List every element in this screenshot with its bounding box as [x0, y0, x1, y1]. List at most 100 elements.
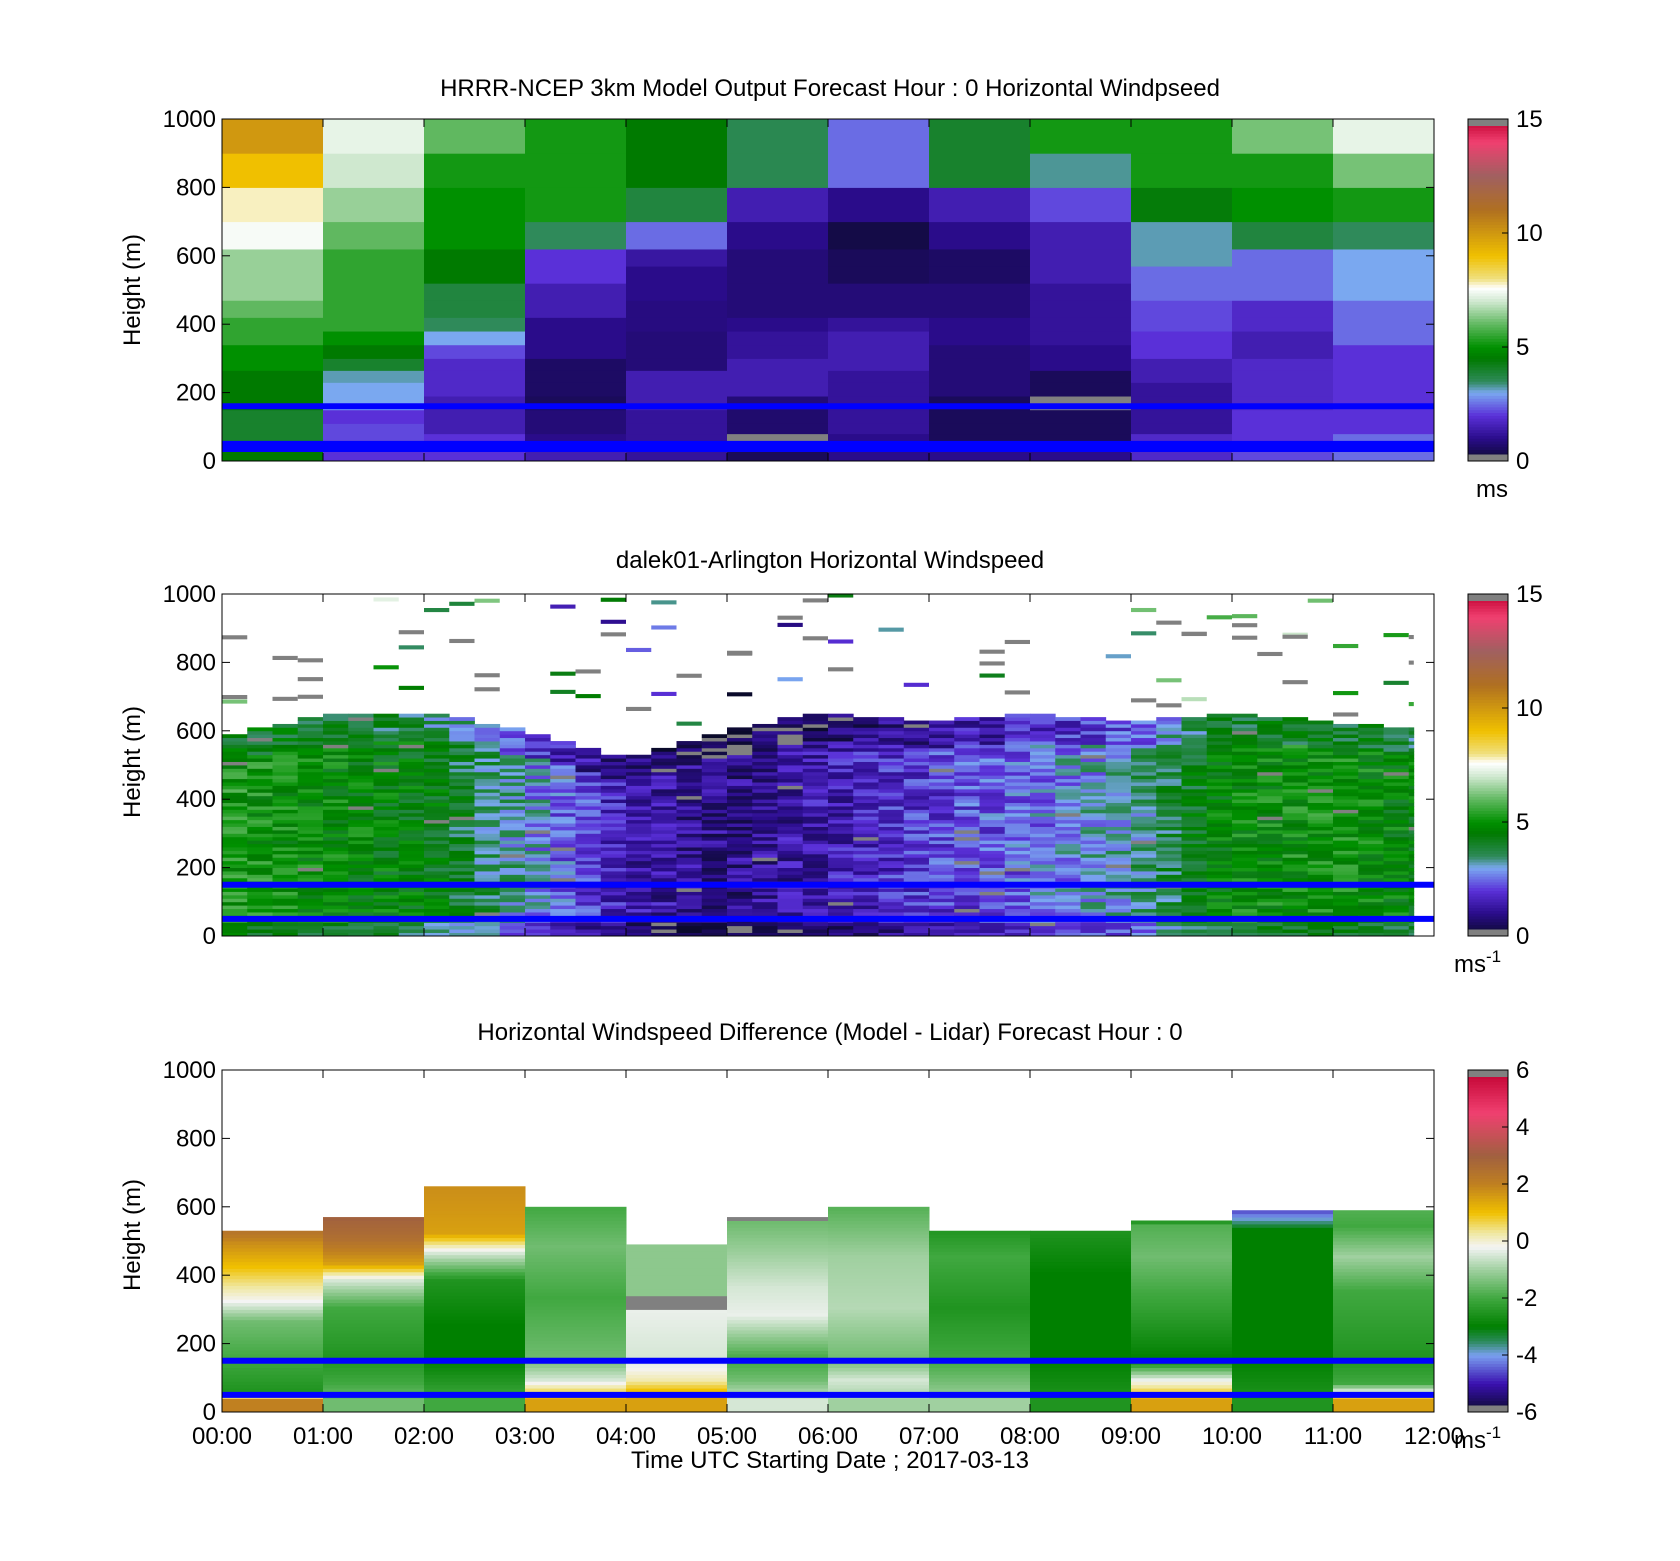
heatmap-cell [1156, 788, 1182, 793]
heatmap-cell [1131, 833, 1157, 838]
heatmap-cell [474, 922, 501, 927]
heatmap-cell [575, 806, 602, 810]
heatmap-cell [727, 1398, 829, 1403]
heatmap-cell [727, 751, 753, 756]
heatmap-cell [752, 761, 778, 766]
heatmap-cell [525, 1264, 627, 1269]
heatmap-cell [853, 775, 879, 780]
heatmap-cell [878, 720, 905, 725]
heatmap-cell [1131, 221, 1233, 250]
heatmap-cell [878, 871, 905, 875]
heatmap-cell [1206, 782, 1233, 786]
colorbar-end [1468, 929, 1508, 936]
heatmap-cell [1030, 449, 1132, 462]
heatmap-cell [222, 806, 248, 810]
heatmap-cell [828, 840, 854, 845]
heatmap-cell [323, 1326, 425, 1331]
heatmap-cell [600, 778, 627, 783]
heatmap-cell [903, 891, 930, 896]
heatmap-cell [297, 894, 324, 899]
heatmap-cell [525, 1299, 627, 1304]
heatmap-cell [676, 788, 703, 793]
heatmap-cell [1206, 734, 1233, 739]
heatmap-cell [1408, 765, 1415, 769]
heatmap-cell [424, 1282, 526, 1286]
colorbar-segment [1468, 784, 1508, 789]
colorbar-segment [1468, 1226, 1508, 1231]
heatmap-cell [929, 1292, 1031, 1297]
heatmap-cell [1408, 806, 1415, 810]
heatmap-cell [424, 819, 450, 824]
heatmap-cell [1408, 809, 1415, 814]
heatmap-cell [1257, 758, 1283, 762]
heatmap-cell [828, 932, 854, 937]
heatmap-cell [752, 836, 778, 841]
heatmap-cell [1131, 734, 1157, 739]
heatmap-cell [348, 754, 374, 759]
heatmap-cell [701, 761, 728, 766]
heatmap-cell [222, 758, 248, 762]
heatmap-cell [903, 785, 930, 790]
colorbar-segment [1468, 1243, 1508, 1248]
heatmap-cell [878, 799, 905, 804]
heatmap-cell [1232, 737, 1258, 742]
heatmap-cell [247, 888, 273, 892]
heatmap-cell [525, 843, 551, 848]
heatmap-cell [828, 153, 930, 188]
heatmap-cell [929, 840, 955, 845]
heatmap-cell [1181, 932, 1208, 937]
heatmap-cell [828, 1285, 930, 1290]
heatmap-cell [474, 877, 501, 882]
colorbar-segment [1468, 446, 1508, 451]
heatmap-cell [1333, 795, 1359, 800]
colorbar-tick-label: 15 [1516, 581, 1543, 608]
heatmap-cell [1333, 119, 1435, 154]
heatmap-cell [979, 850, 1006, 855]
heatmap-cell [398, 894, 425, 899]
heatmap-cell [247, 894, 273, 899]
heatmap-cell [1030, 853, 1056, 858]
heatmap-cell [1358, 833, 1384, 838]
heatmap-cell [1105, 737, 1132, 742]
heatmap-cell [297, 898, 324, 903]
heatmap-cell [727, 874, 753, 879]
heatmap-cell [878, 723, 905, 728]
heatmap-cell [903, 860, 930, 865]
heatmap-cell [1232, 433, 1334, 443]
heatmap-cell [1004, 768, 1031, 773]
colorbar-segment [1468, 1249, 1508, 1253]
heatmap-cell [1080, 720, 1107, 725]
heatmap-cell [373, 717, 400, 721]
heatmap-cell [727, 449, 829, 462]
heatmap-cell [1156, 717, 1182, 721]
heatmap-cell [297, 867, 324, 872]
heatmap-cell [1333, 1254, 1435, 1259]
heatmap-cell [550, 840, 576, 845]
colorbar-frame [1467, 593, 1509, 937]
heatmap-cell [1030, 344, 1132, 359]
colorbar-segment [1468, 295, 1508, 300]
heatmap-cell [1232, 795, 1258, 800]
heatmap-cell [1156, 877, 1182, 882]
heatmap-cell [398, 898, 425, 903]
heatmap-cell [1333, 1268, 1435, 1273]
heatmap-cell [424, 792, 450, 797]
heatmap-cell [828, 1264, 930, 1269]
heatmap-cell [651, 751, 677, 756]
heatmap-cell [499, 847, 526, 851]
heatmap-cell [1030, 795, 1056, 800]
heatmap-cell [1105, 932, 1132, 937]
heatmap-cell [954, 853, 980, 858]
heatmap-cell [727, 1316, 829, 1321]
x-tick-label: 10:00 [1202, 1423, 1262, 1450]
heatmap-cell [247, 901, 273, 906]
colorbar-segment [1468, 616, 1508, 621]
heatmap-cell [525, 778, 551, 783]
heatmap-cell [499, 802, 526, 807]
heatmap-cell [272, 785, 299, 790]
heatmap-cell [525, 898, 551, 903]
heatmap-cell [1333, 283, 1435, 301]
heatmap-cell [1004, 792, 1031, 797]
heatmap-cell [474, 840, 501, 845]
colorbar-segment [1468, 807, 1508, 812]
